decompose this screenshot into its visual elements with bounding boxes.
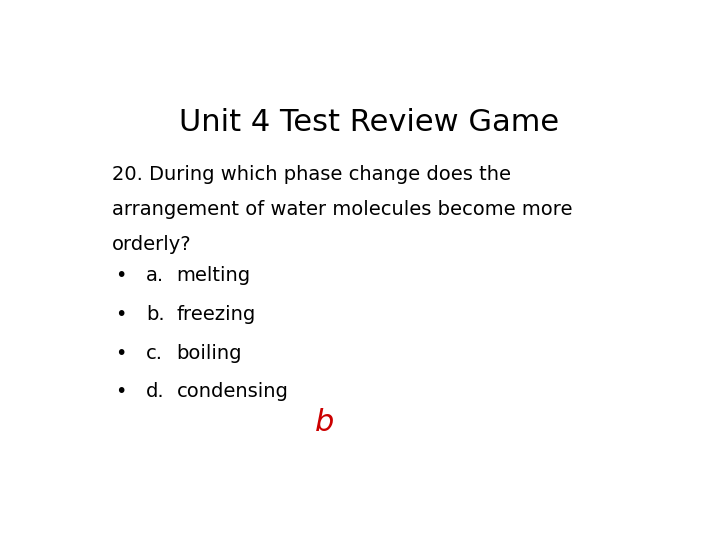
Text: d.: d. bbox=[145, 382, 164, 401]
Text: boiling: boiling bbox=[176, 344, 242, 363]
Text: 20. During which phase change does the: 20. During which phase change does the bbox=[112, 165, 511, 184]
Text: orderly?: orderly? bbox=[112, 235, 192, 254]
Text: melting: melting bbox=[176, 266, 251, 286]
Text: •: • bbox=[115, 266, 127, 286]
Text: condensing: condensing bbox=[176, 382, 289, 401]
Text: b.: b. bbox=[145, 305, 164, 324]
Text: c.: c. bbox=[145, 344, 163, 363]
Text: freezing: freezing bbox=[176, 305, 256, 324]
Text: •: • bbox=[115, 344, 127, 363]
Text: a.: a. bbox=[145, 266, 164, 286]
Text: •: • bbox=[115, 382, 127, 401]
Text: arrangement of water molecules become more: arrangement of water molecules become mo… bbox=[112, 200, 573, 219]
Text: •: • bbox=[115, 305, 127, 324]
Text: b: b bbox=[315, 408, 334, 437]
Text: Unit 4 Test Review Game: Unit 4 Test Review Game bbox=[179, 109, 559, 138]
